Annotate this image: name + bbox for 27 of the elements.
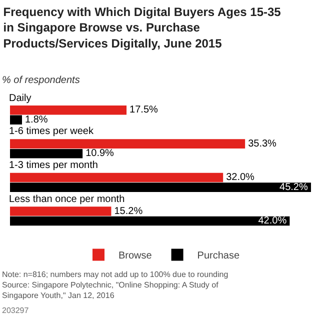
data-label: 1.8% bbox=[24, 114, 48, 126]
text: 203297 bbox=[2, 306, 30, 315]
text: Note: n=816; numbers may not add up to 100% due to rounding bbox=[2, 270, 228, 279]
y-tick-label: 1-3 times per month bbox=[9, 160, 98, 171]
bar bbox=[10, 216, 290, 226]
data-label: 35.3% bbox=[248, 138, 277, 150]
bar bbox=[10, 206, 112, 216]
bar bbox=[10, 115, 22, 125]
bar bbox=[10, 148, 83, 158]
bar bbox=[10, 172, 224, 182]
bar bbox=[10, 182, 311, 192]
chart-title: Frequency with Which Digital Buyers Ages 15-35 in Singapore Browse vs. Purchase Products/Services Digitally, June 2015 bbox=[3, 5, 282, 50]
bar bbox=[10, 139, 246, 148]
data-label: 42.0% bbox=[258, 216, 287, 227]
legend-label: Purchase bbox=[197, 250, 240, 262]
data-label: 32.0% bbox=[226, 172, 255, 184]
data-label: 10.9% bbox=[86, 148, 114, 160]
chart-subtitle: % of respondents bbox=[2, 75, 80, 86]
legend-label: Browse bbox=[118, 250, 152, 262]
source-note: Source: Singapore Polytechnic, "Online Shopping: A Study of Singapore Youth," Jan 12, 2016 bbox=[2, 280, 220, 300]
data-label: 45.2% bbox=[280, 182, 308, 193]
data-label: 15.2% bbox=[114, 206, 143, 217]
data-label: 17.5% bbox=[130, 104, 158, 116]
y-tick-label: 1-6 times per week bbox=[9, 126, 94, 137]
y-tick-label: Daily bbox=[9, 93, 32, 104]
y-tick-label: Less than once per month bbox=[9, 194, 125, 205]
bar bbox=[10, 105, 127, 115]
